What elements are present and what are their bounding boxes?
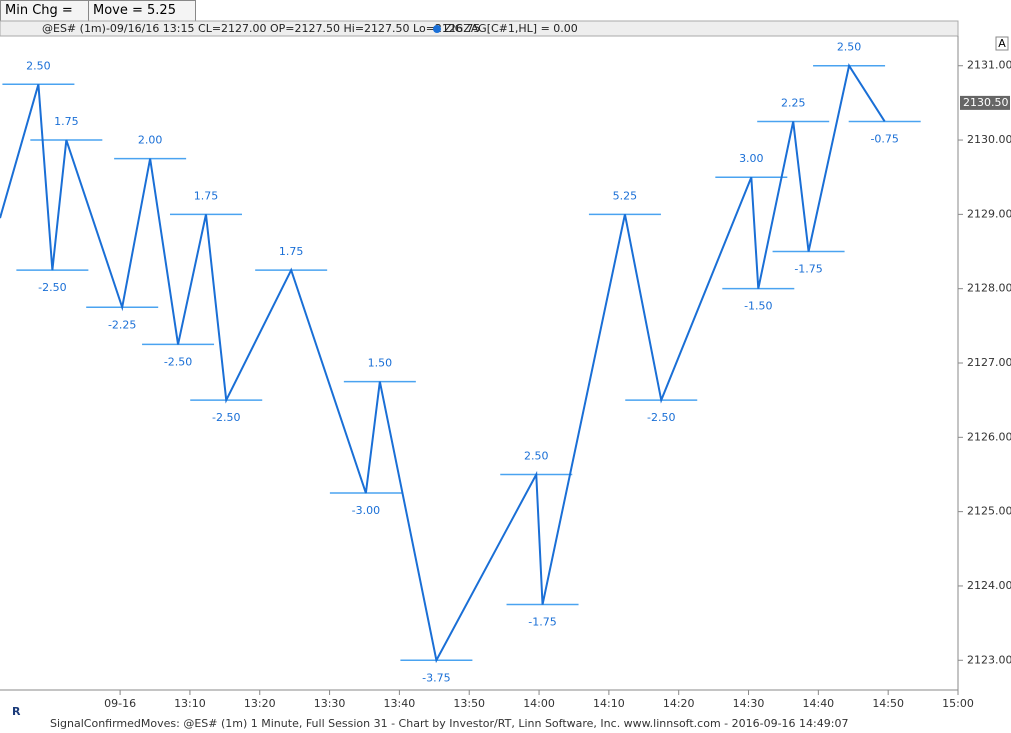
scale-button-label[interactable]: A [998, 37, 1006, 50]
y-tick-label: 2124.00 [967, 579, 1011, 592]
move-label: 2.50 [26, 59, 51, 72]
info-text: @ES# (1m)-09/16/16 13:15 CL=2127.00 OP=2… [42, 22, 480, 35]
move-label: -2.25 [108, 318, 136, 331]
y-tick-label: 2123.00 [967, 653, 1011, 666]
move-label: 1.75 [279, 245, 304, 258]
footer: SignalConfirmedMoves: @ES# (1m) 1 Minute… [50, 717, 848, 730]
move-label: 1.50 [368, 357, 393, 370]
x-tick-label: 13:50 [453, 697, 485, 710]
x-tick-label: 14:20 [663, 697, 695, 710]
x-tick-label: 13:10 [174, 697, 206, 710]
move-label: 5.25 [613, 189, 638, 202]
move-label: -2.50 [38, 281, 66, 294]
indicator-icon [433, 25, 441, 33]
x-tick-label: 14:00 [523, 697, 555, 710]
move-label: -3.75 [422, 671, 450, 684]
move-label: 2.25 [781, 96, 806, 109]
x-tick-label: 14:40 [802, 697, 834, 710]
move-label: 3.00 [739, 152, 764, 165]
x-tick-label: 09-16 [104, 697, 136, 710]
last-price-label: 2130.50 [963, 96, 1009, 109]
indicator-text: ZIGZAG[C#1,HL] = 0.00 [444, 22, 578, 35]
y-tick-label: 2129.00 [967, 207, 1011, 220]
x-tick-label: 14:50 [872, 697, 904, 710]
move-label: -0.75 [870, 132, 898, 145]
x-tick-label: 13:40 [384, 697, 416, 710]
y-tick-label: 2130.00 [967, 133, 1011, 146]
move-label: -2.50 [164, 355, 192, 368]
move-label: 2.00 [138, 134, 163, 147]
move-label: -1.50 [744, 300, 772, 313]
logo: R [12, 705, 21, 718]
x-tick-label: 14:30 [733, 697, 765, 710]
x-tick-label: 14:10 [593, 697, 625, 710]
move-label: -2.50 [647, 411, 675, 424]
x-tick-label: 13:30 [314, 697, 346, 710]
move-label: -1.75 [794, 263, 822, 276]
y-tick-label: 2131.00 [967, 59, 1011, 72]
move-label: -3.00 [352, 504, 380, 517]
last-price-box [960, 95, 1010, 110]
x-tick-label: 13:20 [244, 697, 276, 710]
move-label: -1.75 [528, 616, 556, 629]
move-label: 2.50 [837, 41, 862, 54]
x-tick-label: 15:00 [942, 697, 974, 710]
scale-button[interactable] [995, 36, 1009, 51]
move-label: -2.50 [212, 411, 240, 424]
info-bar [0, 20, 959, 37]
move-label: 2.50 [524, 449, 549, 462]
y-tick-label: 2125.00 [967, 505, 1011, 518]
y-tick-label: 2128.00 [967, 282, 1011, 295]
y-tick-label: 2127.00 [967, 356, 1011, 369]
move-label: 1.75 [194, 189, 219, 202]
y-tick-label: 2126.00 [967, 430, 1011, 443]
zigzag-line [0, 63, 886, 664]
move-label: 1.75 [54, 115, 79, 128]
